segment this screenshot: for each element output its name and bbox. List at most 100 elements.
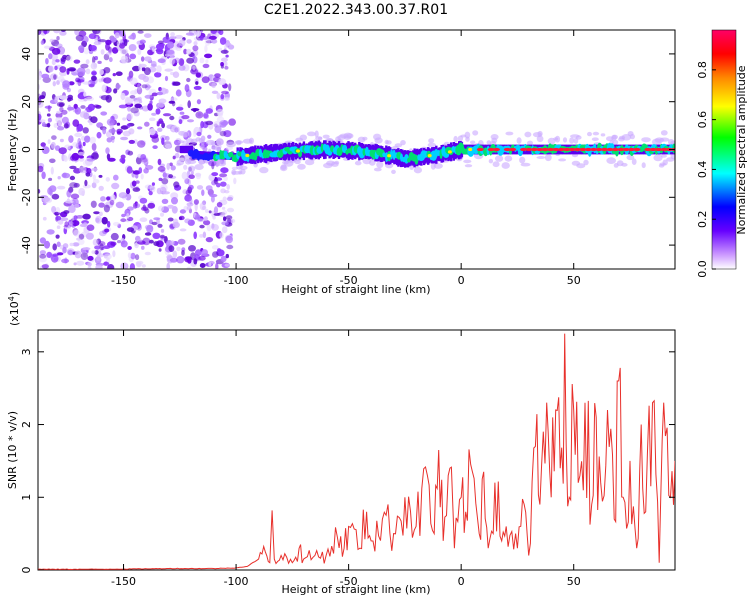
noise-blob: [97, 60, 102, 64]
noise-blob: [157, 205, 165, 212]
noise-blob: [149, 100, 153, 105]
band-peak-blob: [622, 147, 630, 152]
noise-blob: [158, 177, 163, 182]
noise-blob: [106, 196, 111, 201]
noise-blob: [56, 225, 61, 229]
noise-blob: [64, 221, 69, 228]
noise-blob: [95, 215, 102, 224]
band-halo-blob: [658, 164, 665, 168]
noise-blob: [39, 253, 47, 259]
band-peak-blob: [633, 147, 641, 152]
noise-blob: [115, 201, 125, 209]
noise-blob: [196, 131, 202, 137]
noise-blob: [59, 95, 68, 100]
band-halo-blob: [307, 131, 316, 137]
noise-blob: [39, 250, 47, 255]
band-halo-blob: [492, 161, 500, 168]
band-halo-blob: [317, 136, 323, 141]
band-halo-blob: [504, 155, 513, 162]
noise-blob: [181, 171, 188, 180]
noise-blob: [61, 258, 70, 264]
noise-blob: [178, 39, 186, 47]
snr-x-axis-label: Height of straight line (km): [281, 583, 430, 596]
noise-blob: [138, 167, 143, 174]
noise-blob: [103, 77, 112, 84]
noise-blob: [190, 68, 199, 75]
noise-blob: [57, 176, 61, 180]
noise-blob: [41, 121, 46, 127]
noise-blob: [120, 55, 129, 64]
noise-blob: [188, 184, 194, 190]
noise-blob: [86, 224, 95, 231]
band-halo-blob: [591, 137, 599, 141]
noise-blob: [61, 172, 71, 179]
noise-blob: [196, 99, 201, 105]
band-halo-blob: [516, 137, 522, 144]
noise-blob: [179, 111, 185, 115]
noise-blob: [47, 117, 53, 123]
noise-blob: [204, 38, 211, 46]
band-halo-blob: [236, 140, 242, 146]
noise-blob: [84, 135, 91, 143]
noise-blob: [144, 224, 153, 230]
band-halo-blob: [282, 160, 289, 165]
noise-blob: [105, 147, 110, 155]
noise-blob: [85, 96, 94, 102]
noise-blob: [195, 72, 202, 78]
noise-blob: [100, 49, 105, 55]
noise-blob: [156, 65, 162, 73]
noise-blob: [73, 182, 80, 188]
noise-blob: [63, 210, 70, 214]
noise-blob: [199, 57, 205, 64]
noise-blob: [187, 257, 192, 264]
noise-blob: [137, 30, 144, 34]
noise-blob: [172, 71, 180, 78]
noise-blob: [93, 211, 100, 215]
noise-blob: [92, 238, 99, 246]
noise-blob: [41, 91, 46, 98]
noise-blob: [44, 105, 53, 109]
noise-blob: [158, 102, 165, 108]
noise-blob: [99, 230, 107, 237]
noise-blob: [103, 67, 111, 74]
noise-blob: [74, 132, 83, 138]
band-halo-blob: [427, 142, 436, 148]
noise-blob: [221, 221, 229, 226]
colorbar-tick-label: 0.8: [696, 61, 709, 79]
noise-blob: [59, 30, 67, 36]
noise-blob: [135, 173, 139, 179]
noise-blob: [179, 209, 186, 214]
noise-blob: [172, 250, 178, 259]
noise-blob: [59, 138, 64, 143]
noise-blob: [38, 255, 48, 263]
noise-blob: [58, 102, 65, 107]
noise-blob: [188, 174, 195, 179]
noise-blob: [110, 194, 116, 202]
noise-blob: [196, 185, 204, 190]
noise-blob: [111, 47, 119, 54]
noise-blob: [140, 56, 145, 62]
noise-blob: [172, 221, 180, 228]
noise-blob: [206, 224, 212, 232]
noise-blob: [91, 152, 99, 160]
noise-blob: [137, 48, 142, 56]
noise-blob: [212, 251, 219, 258]
noise-blob: [56, 241, 61, 248]
noise-blob: [55, 112, 63, 119]
band-peak-blob: [387, 154, 392, 158]
noise-blob: [38, 165, 44, 173]
snr-x-ticks: -150 -100 -50 0 50: [111, 330, 581, 588]
noise-blob: [86, 167, 92, 174]
band-peak-blob: [525, 147, 533, 152]
x-tick-label: -50: [340, 274, 358, 287]
noise-blob: [101, 84, 107, 93]
noise-blob: [120, 92, 126, 101]
noise-blob: [76, 237, 81, 241]
noise-blob: [220, 181, 227, 187]
noise-blob: [141, 206, 149, 212]
noise-blob: [75, 34, 84, 42]
noise-blob: [113, 174, 119, 181]
noise-blob: [78, 233, 85, 240]
noise-blob: [161, 198, 169, 204]
